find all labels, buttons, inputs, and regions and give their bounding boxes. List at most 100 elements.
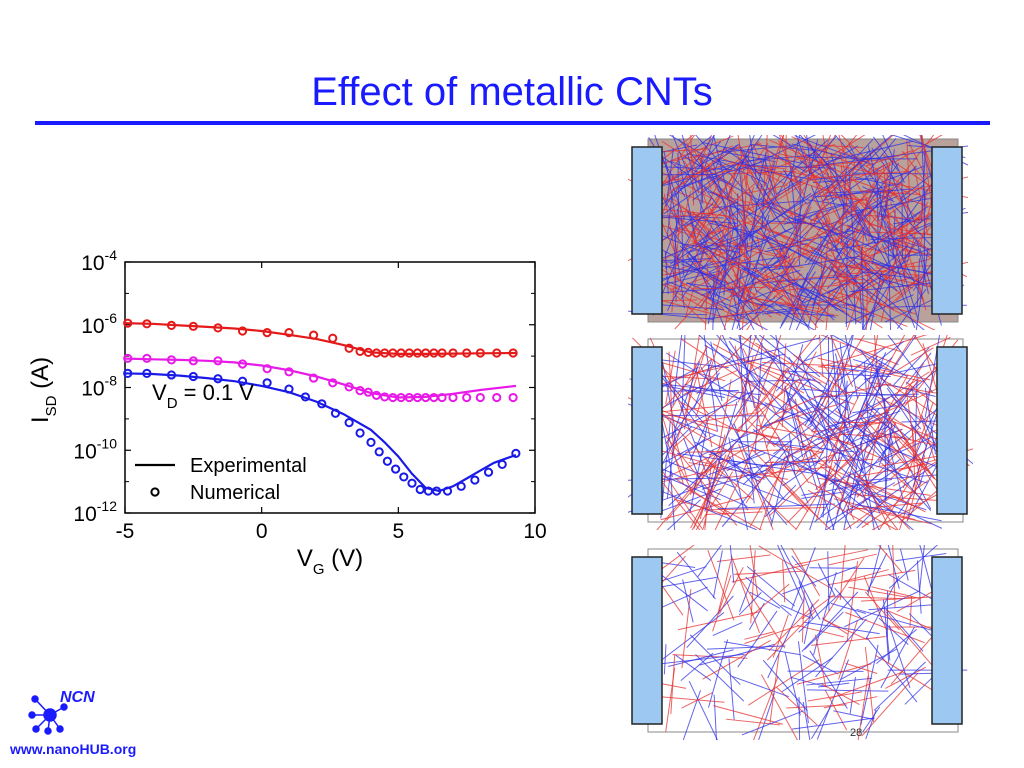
nanotube-line <box>698 335 765 396</box>
nanotube-line <box>665 372 720 445</box>
series-0-numerical-point <box>421 348 431 358</box>
series-2-numerical-point <box>188 371 198 382</box>
series-2-numerical-point <box>374 447 384 457</box>
nanotube-line <box>826 244 852 283</box>
nanotube-line <box>824 392 861 466</box>
nanotube-line <box>721 335 753 402</box>
nanotube-line <box>742 448 782 486</box>
nanotube-line <box>673 498 727 516</box>
series-0-numerical-point <box>355 346 365 357</box>
nanotube-line <box>830 265 856 309</box>
nanotube-line <box>814 239 829 330</box>
nanotube-line <box>807 489 869 526</box>
series-0-numerical-point <box>328 333 338 343</box>
nanotube-line <box>855 349 892 372</box>
nanotube-line <box>756 151 767 189</box>
nanotube-line <box>739 569 756 612</box>
nanotube-line <box>743 376 807 417</box>
nanotube-line <box>750 583 790 617</box>
nanotube-line <box>909 596 913 627</box>
nanotube-line <box>665 460 735 488</box>
iv-chart: -5 0 5 10 10-4 10-6 10-8 10-10 10-12 VD = 0.1 V Ex… <box>27 247 547 578</box>
nanotube-line <box>760 674 798 740</box>
nanotube-line <box>865 481 891 530</box>
nanotube-line <box>654 312 708 316</box>
nanotube-line <box>879 190 883 227</box>
right-electrode <box>931 556 963 725</box>
nanotube-line <box>768 269 799 317</box>
nanotube-line <box>793 354 851 396</box>
nanotube-line <box>918 434 938 486</box>
nanotube-line <box>823 158 876 244</box>
nanotube-line <box>906 140 911 197</box>
nanotube-line <box>836 433 907 439</box>
nanotube-line <box>810 186 840 255</box>
nanotube-line <box>760 167 829 211</box>
nanotube-line <box>708 252 729 286</box>
nanotube-line <box>801 591 859 653</box>
nanotube-line <box>786 272 835 321</box>
nanotube-line <box>843 495 893 530</box>
nanotube-line <box>669 470 676 530</box>
nanotube-line <box>789 387 840 424</box>
nanotube-line <box>693 359 713 409</box>
nanotube-line <box>712 273 715 330</box>
nanotube-line <box>803 155 900 168</box>
nanotube-line <box>703 335 718 432</box>
series-1-numerical-point <box>508 392 518 403</box>
y-axis-label: ISD (A) <box>27 357 60 423</box>
nanotube-line <box>780 235 832 326</box>
series-2-numerical-point <box>237 376 248 386</box>
nanotube-line <box>738 410 776 448</box>
nanotube-line <box>784 385 804 458</box>
nanotube-line <box>681 215 684 276</box>
nanotube-line <box>795 263 827 330</box>
nanotube-line <box>733 135 763 176</box>
nanotube-line <box>860 246 865 330</box>
nanotube-line <box>815 214 861 290</box>
nanotube-line <box>865 362 883 408</box>
nanotube-line <box>794 144 843 224</box>
series-2-numerical-point <box>166 370 177 380</box>
nanotube-line <box>781 344 804 422</box>
nanotube-line <box>799 396 890 444</box>
nanotube-line <box>734 345 749 416</box>
nanotube-line <box>763 406 814 427</box>
series-2-numerical-point <box>142 368 152 378</box>
series-0-numerical-point <box>429 348 439 358</box>
nanotube-line <box>700 158 704 204</box>
nanotube-line <box>659 304 725 310</box>
nanotube-line <box>873 661 926 711</box>
nanotube-line <box>826 255 858 290</box>
nanotube-line <box>780 604 812 619</box>
series-1-numerical-point <box>142 353 152 363</box>
series-2-numerical-point <box>470 475 480 485</box>
series-1-numerical-point <box>462 392 472 403</box>
series-1-numerical-point <box>371 390 382 400</box>
nanotube-line <box>668 649 734 667</box>
nanotube-line <box>813 404 857 467</box>
nanotube-line <box>916 258 920 308</box>
nanotube-line <box>833 710 874 720</box>
series-0-numerical-point <box>166 320 177 330</box>
left-electrode <box>631 146 663 315</box>
nanotube-line <box>777 545 803 601</box>
ncn-logo-icon <box>28 695 68 735</box>
nanotube-line <box>728 437 749 530</box>
y-tick-label: 10-4 <box>81 247 117 275</box>
nanotube-line <box>800 395 860 450</box>
nanotube-line <box>758 366 855 405</box>
nanotube-line <box>691 230 702 271</box>
nanotube-line <box>772 443 824 454</box>
nanotube-line <box>658 696 725 703</box>
nanotube-line <box>848 163 891 215</box>
nanotube-line <box>834 587 864 621</box>
x-tick-label: 5 <box>392 520 404 543</box>
nanotube-line <box>681 191 692 227</box>
nanotube-line <box>681 335 686 412</box>
nanotube-line <box>707 460 754 501</box>
nanotube-line <box>654 365 707 427</box>
nanotube-line <box>867 545 882 596</box>
nanotube-line <box>686 142 711 217</box>
nanotube-line <box>809 567 881 570</box>
